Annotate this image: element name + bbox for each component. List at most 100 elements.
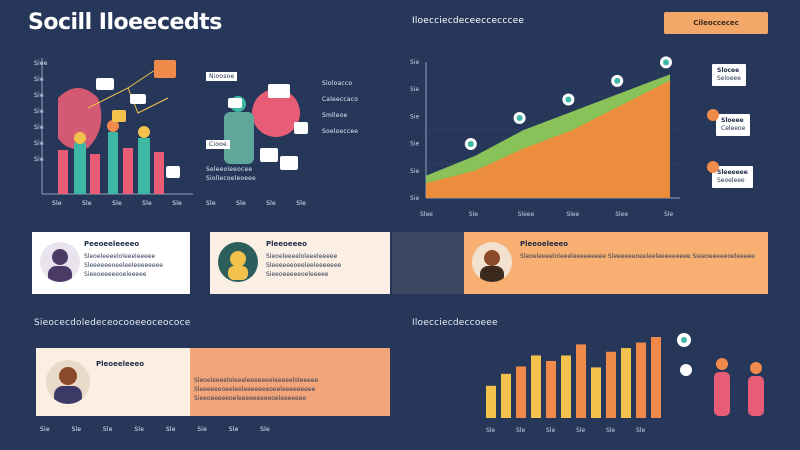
person-head: [138, 126, 150, 138]
left-axis-labels: Siee Sie Sie Sie Sie Sie Sie: [34, 60, 48, 172]
card-title: Peeoeeleeeeo: [84, 240, 140, 248]
bar: [501, 373, 511, 418]
chat-bubble-icon: [166, 166, 180, 178]
y-tick-label: Sie: [410, 168, 419, 175]
chat-bubble-icon: [268, 84, 290, 98]
bar: [486, 385, 496, 418]
x-tick-label: Sle: [469, 211, 478, 218]
data-point-dot: [565, 96, 572, 103]
axis-label: Sie: [34, 76, 44, 83]
bar-x-labels: Sle Sle Sle Sle Sle Sle: [486, 427, 645, 434]
x-tick-label: Slee: [420, 211, 433, 218]
data-point-marker: [660, 56, 672, 69]
x-tick-label: Sle: [546, 427, 555, 434]
right-label-2: Sloeee Celeeoe: [716, 114, 751, 136]
bar: [516, 366, 526, 418]
avatar: [40, 242, 80, 282]
x-tick-label: Sle: [296, 200, 306, 207]
axis-label: Sie: [34, 156, 44, 163]
x-tick-label: Sle: [266, 200, 276, 207]
card-body: Sleoeleeeeloleeeleeeee Sleeeeeeoeeleelee…: [84, 253, 163, 278]
chat-bubble-icon: [294, 122, 308, 134]
right-label-box: Sleeeeee Seoeleee: [712, 166, 753, 188]
bar: [546, 360, 556, 418]
profile-card[interactable]: Pleeoeeeo Sleoeleeeeloleeeleeeee Sleeeee…: [210, 232, 390, 294]
right-label-text: Seoeleee: [717, 177, 745, 184]
bar-marks: [486, 337, 661, 418]
bar-chart-title: Iloecciecdeccoeee: [412, 318, 498, 328]
bottom-notes: Seleeoleeocee Siollecoeleoeee: [206, 166, 256, 184]
x-tick-label: Slee: [615, 211, 628, 218]
x-tick-label: Sle: [112, 200, 122, 207]
avatar: [472, 242, 512, 282]
person-figure: [108, 132, 118, 194]
data-point-dot: [663, 59, 669, 66]
data-point-dot: [614, 77, 621, 84]
y-tick-label: Sie: [410, 59, 419, 66]
note-label: Nioosoe: [206, 72, 238, 81]
bar: [606, 351, 616, 418]
card-body: Sleoeleeeeloleeeleeeeeeeleeeeeloleeeee S…: [194, 377, 319, 402]
note-text: Siollecoeleoeee: [206, 175, 256, 182]
chat-bubble-icon: [228, 98, 242, 108]
profile-card[interactable]: Pleeoeleeeo Sleoeleeeeloleeeleeeeeeeee S…: [464, 232, 768, 294]
x-tick-label: Sle: [516, 427, 525, 434]
bar: [636, 342, 646, 418]
person-figure: [714, 372, 730, 416]
x-tick-label: Sle: [206, 200, 216, 207]
social-illustration: [41, 58, 308, 195]
axis-label: Sie: [34, 124, 44, 131]
person-head: [74, 132, 86, 144]
action-button[interactable]: Cileoccecec: [664, 12, 768, 34]
right-label-title: Slocee: [717, 67, 740, 74]
note-text: Nioosoe: [206, 72, 238, 81]
data-point-dot: [516, 115, 523, 121]
x-tick-label: Sle: [664, 211, 673, 218]
pink-blob-shape: [58, 88, 102, 150]
profile-card[interactable]: Pleoeeleeeo: [36, 348, 190, 416]
card-title: Pleeoeeeo: [266, 240, 307, 248]
y-tick-label: Sie: [410, 141, 419, 148]
card-title: Pleoeeleeeo: [96, 360, 145, 368]
x-tick-label: Sle: [228, 426, 239, 433]
note-label: Ciooe: [206, 140, 230, 149]
bar: [621, 348, 631, 418]
bar: [561, 355, 571, 418]
person-figure: [74, 143, 86, 194]
right-label-text: Celeeoe: [721, 125, 746, 132]
person-head: [716, 358, 728, 370]
right-label-title: Sloeee: [721, 117, 744, 124]
avatar: [218, 242, 258, 282]
y-tick-label: Sie: [410, 86, 419, 93]
person-figure: [90, 154, 100, 194]
x-tick-label: Sie: [197, 426, 208, 433]
chat-bubble-icon: [96, 78, 114, 90]
x-tick-label: Slee: [566, 211, 579, 218]
x-tick-label: Sle: [260, 426, 270, 433]
area-points: [464, 56, 672, 150]
note-text: Smlleoe: [322, 112, 348, 119]
chat-bubble-icon: [280, 156, 298, 170]
x-tick-label: Sle: [236, 200, 246, 207]
y-tick-label: Sie: [410, 195, 419, 202]
person-head: [107, 120, 119, 132]
note-text: Sioloacco: [322, 80, 353, 87]
axis-label: Sie: [34, 108, 44, 115]
person-figure: [138, 138, 150, 194]
x-tick-label: Sle: [576, 427, 585, 434]
people-illustration: [677, 333, 764, 416]
chart-heading: Iloecciecdeceeccecccee: [412, 16, 525, 26]
x-tick-label: Sle: [606, 427, 615, 434]
x-tick-label: Sle: [71, 426, 82, 433]
card-body: Sleoeleeeeloleeeleeeee Sleeeeeeoeeleelee…: [266, 253, 342, 278]
card-title: Pleeoeleeeo: [520, 240, 569, 248]
right-label-text: Seloeee: [717, 75, 741, 82]
right-label-3: Sleeeeee Seoeleee: [712, 166, 753, 188]
left-x-labels: Sle Sle Sle Sle Sle: [52, 200, 182, 207]
area-y-labels: Sie Sie Sie Sie Sie Sie: [410, 59, 419, 202]
right-label-box: Slocee Seloeee: [712, 64, 746, 86]
x-tick-label: Sle: [52, 200, 62, 207]
note-text: Seleeoleeocee: [206, 166, 253, 173]
data-point-dot: [467, 140, 474, 147]
profile-card[interactable]: Peeoeeleeeeo Sleoeleeeeloleeeleeeee Slee…: [32, 232, 190, 294]
